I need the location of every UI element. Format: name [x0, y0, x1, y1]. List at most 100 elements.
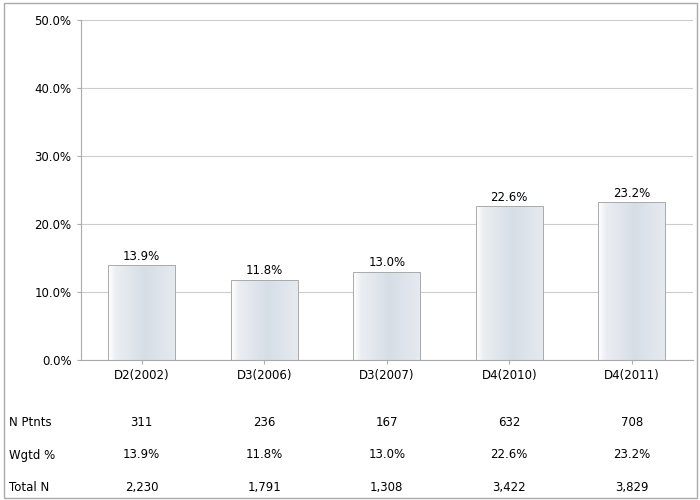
Bar — [164, 266, 166, 360]
Bar — [637, 202, 638, 360]
Bar — [501, 206, 502, 360]
Bar — [391, 272, 392, 360]
Bar — [235, 280, 236, 360]
Bar — [626, 202, 627, 360]
Bar — [115, 266, 116, 360]
Text: 708: 708 — [621, 416, 643, 429]
Bar — [517, 206, 518, 360]
Bar — [146, 266, 148, 360]
Bar — [614, 202, 615, 360]
Bar — [410, 272, 411, 360]
Bar — [491, 206, 492, 360]
Text: 1,308: 1,308 — [370, 481, 403, 494]
Bar — [377, 272, 378, 360]
Bar — [416, 272, 417, 360]
Text: 632: 632 — [498, 416, 520, 429]
Bar — [373, 272, 374, 360]
Bar — [291, 280, 292, 360]
Bar — [250, 280, 251, 360]
Bar — [490, 206, 491, 360]
Bar — [157, 266, 158, 360]
Bar — [286, 280, 287, 360]
Bar — [608, 202, 609, 360]
Bar — [530, 206, 531, 360]
Bar — [269, 280, 270, 360]
Bar — [636, 202, 637, 360]
Bar — [617, 202, 619, 360]
Bar — [124, 266, 125, 360]
Bar — [480, 206, 481, 360]
Bar — [601, 202, 602, 360]
Bar — [270, 280, 271, 360]
Bar — [251, 280, 252, 360]
Bar — [266, 280, 267, 360]
Bar — [246, 280, 248, 360]
Bar — [358, 272, 359, 360]
Bar — [360, 272, 361, 360]
Bar — [366, 272, 367, 360]
Bar — [601, 202, 602, 360]
Bar — [510, 206, 511, 360]
Bar — [509, 206, 510, 360]
Bar — [528, 206, 530, 360]
Bar — [144, 266, 146, 360]
Bar — [476, 206, 477, 360]
Bar — [116, 266, 117, 360]
Bar — [276, 280, 277, 360]
Bar — [406, 272, 407, 360]
Bar — [523, 206, 524, 360]
Bar — [645, 202, 646, 360]
Bar — [123, 266, 124, 360]
Bar — [371, 272, 372, 360]
Bar — [120, 266, 121, 360]
Bar — [410, 272, 412, 360]
Bar — [535, 206, 536, 360]
Bar — [495, 206, 496, 360]
Bar — [372, 272, 374, 360]
Bar — [649, 202, 650, 360]
Bar — [153, 266, 154, 360]
Bar — [636, 202, 638, 360]
Bar — [388, 272, 389, 360]
Bar — [478, 206, 480, 360]
Bar — [126, 266, 127, 360]
Bar — [639, 202, 640, 360]
Bar — [124, 266, 125, 360]
Bar — [131, 266, 132, 360]
Bar — [375, 272, 376, 360]
Bar — [259, 280, 260, 360]
Bar — [108, 266, 110, 360]
Bar — [370, 272, 371, 360]
Bar — [278, 280, 279, 360]
Bar — [402, 272, 403, 360]
Bar — [267, 280, 268, 360]
Bar — [166, 266, 167, 360]
Bar — [497, 206, 498, 360]
Bar — [529, 206, 531, 360]
Bar — [633, 202, 634, 360]
Bar — [654, 202, 656, 360]
Bar — [376, 272, 377, 360]
Bar — [273, 280, 274, 360]
Bar — [606, 202, 607, 360]
Bar — [482, 206, 483, 360]
Bar — [598, 202, 600, 360]
Bar — [293, 280, 294, 360]
Bar — [274, 280, 275, 360]
Bar — [400, 272, 401, 360]
Bar — [483, 206, 484, 360]
Bar — [133, 266, 134, 360]
Bar — [481, 206, 482, 360]
Bar — [245, 280, 246, 360]
Bar — [626, 202, 627, 360]
Bar — [486, 206, 487, 360]
Text: 311: 311 — [131, 416, 153, 429]
Bar — [536, 206, 537, 360]
Bar — [356, 272, 357, 360]
Bar — [113, 266, 114, 360]
Bar — [147, 266, 148, 360]
Bar — [399, 272, 400, 360]
Bar — [242, 280, 243, 360]
Text: 11.8%: 11.8% — [246, 264, 283, 277]
Bar — [542, 206, 543, 360]
